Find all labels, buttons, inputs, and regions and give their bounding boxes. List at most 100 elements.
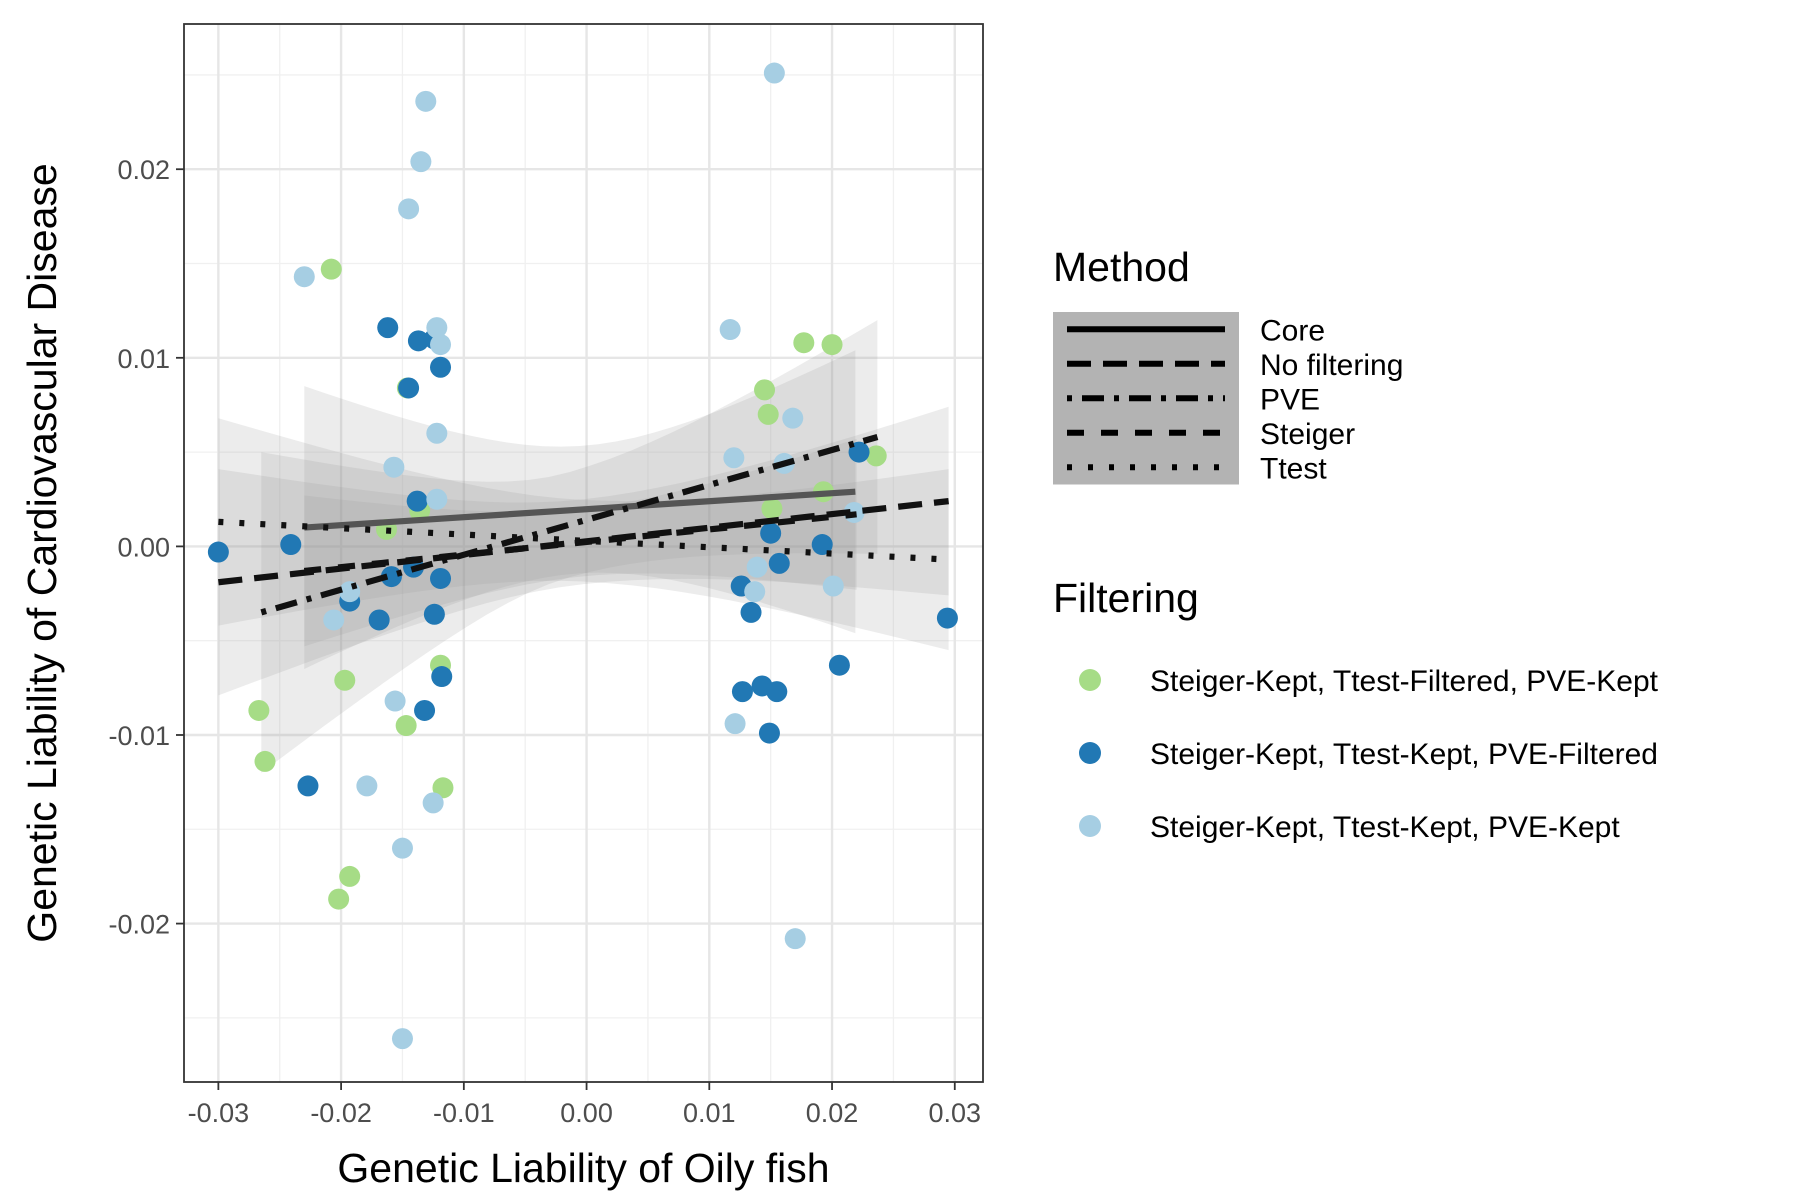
method-legend-label: Steiger: [1260, 418, 1355, 451]
data-point-series-3: [723, 447, 745, 469]
regression-line-pve: [260, 434, 879, 616]
data-point-series-2: [407, 330, 429, 352]
data-point-series-2: [430, 567, 452, 589]
data-point-series-3: [746, 556, 768, 578]
axes: -0.03 -0.02 -0.01 0.00 0.01 0.02 0.03 -0.02 -0.0…: [108, 155, 981, 1128]
data-point-series-1: [865, 445, 887, 467]
filtering-legend-label: Steiger-Kept, Ttest-Filtered, PVE-Kept: [1150, 665, 1659, 698]
data-point-series-3: [391, 1028, 413, 1050]
ci-ribbon-ttest: [218, 418, 949, 651]
data-point-series-2: [760, 522, 782, 544]
data-point-series-1: [821, 334, 843, 356]
x-tick-label: -0.01: [433, 1098, 495, 1128]
x-axis-title: Genetic Liability of Oily fish: [337, 1145, 829, 1191]
filtering-key-dot: [1079, 742, 1101, 764]
data-point-series-3: [383, 456, 405, 478]
data-point-series-3: [724, 713, 746, 735]
y-tick-label: -0.01: [108, 721, 170, 751]
y-tick-label: 0.02: [117, 155, 170, 185]
data-point-series-1: [754, 379, 776, 401]
data-point-series-3: [744, 581, 766, 603]
data-point-series-3: [426, 422, 448, 444]
x-tick-label: 0.02: [806, 1098, 859, 1128]
data-point-series-3: [410, 151, 432, 173]
data-point-series-1: [761, 498, 783, 520]
data-point-series-3: [426, 317, 448, 339]
filtering-legend-label: Steiger-Kept, Ttest-Kept, PVE-Kept: [1150, 811, 1620, 844]
x-tick-label: 0.01: [683, 1098, 736, 1128]
data-point-series-3: [430, 334, 452, 356]
data-point-series-2: [207, 541, 229, 563]
x-tick-label: -0.03: [188, 1098, 250, 1128]
ci-ribbon-pve: [261, 320, 878, 773]
data-point-series-3: [293, 266, 315, 288]
data-point-series-1: [334, 669, 356, 691]
data-point-series-3: [323, 609, 345, 631]
method-legend-label: No filtering: [1260, 349, 1403, 382]
data-point-series-2: [430, 356, 452, 378]
data-point-series-2: [740, 601, 762, 623]
data-point-series-2: [758, 722, 780, 744]
data-point-series-2: [431, 666, 453, 688]
data-point-series-2: [368, 609, 390, 631]
data-point-series-3: [391, 837, 413, 859]
data-point-series-3: [415, 90, 437, 112]
method-legend-label: PVE: [1260, 383, 1320, 416]
data-point-series-2: [406, 490, 428, 512]
data-point-series-1: [395, 715, 417, 737]
filtering-legend-label: Steiger-Kept, Ttest-Kept, PVE-Filtered: [1150, 738, 1658, 771]
data-point-series-3: [763, 62, 785, 84]
data-point-series-3: [782, 407, 804, 429]
data-point-series-2: [423, 603, 445, 625]
filtering-key-dot: [1079, 669, 1101, 691]
data-point-series-3: [784, 928, 806, 950]
x-tick-label: 0.03: [928, 1098, 981, 1128]
data-point-series-3: [422, 792, 444, 814]
scatter-points: [207, 62, 958, 1050]
y-tick-label: -0.02: [108, 910, 170, 940]
data-point-series-1: [254, 750, 276, 772]
filtering-legend-title: Filtering: [1053, 575, 1199, 621]
data-point-series-2: [377, 317, 399, 339]
data-point-series-1: [793, 332, 815, 354]
data-point-series-2: [731, 681, 753, 703]
data-point-series-3: [384, 690, 406, 712]
method-legend-label: Core: [1260, 314, 1325, 347]
data-point-series-2: [280, 534, 302, 556]
y-tick-label: 0.00: [117, 532, 170, 562]
regression-line-ttest: [218, 518, 949, 563]
data-point-series-3: [356, 775, 378, 797]
method-legend-label: Ttest: [1260, 452, 1327, 485]
data-point-series-2: [297, 775, 319, 797]
filtering-key-dot: [1079, 815, 1101, 837]
data-point-series-1: [339, 865, 361, 887]
method-key-background: [1053, 450, 1239, 485]
x-tick-label: 0.00: [560, 1098, 613, 1128]
data-point-series-1: [248, 699, 270, 721]
data-point-series-2: [766, 681, 788, 703]
data-point-series-1: [328, 888, 350, 910]
data-point-series-1: [432, 777, 454, 799]
data-point-series-2: [936, 607, 958, 629]
x-tick-label: -0.02: [310, 1098, 372, 1128]
data-point-series-3: [719, 319, 741, 341]
data-point-series-2: [768, 552, 790, 574]
y-axis-title: Genetic Liability of Cardiovascular Dise…: [19, 163, 65, 942]
regression-line-steiger: [303, 511, 857, 575]
data-point-series-1: [320, 258, 342, 280]
method-legend-title: Method: [1053, 244, 1190, 290]
data-point-series-1: [757, 403, 779, 425]
y-tick-label: 0.01: [117, 344, 170, 374]
data-point-series-3: [426, 488, 448, 510]
filtering-legend-keys: Steiger-Kept, Ttest-Filtered, PVE-Kept St…: [1079, 665, 1659, 844]
filtering-legend: Filtering Steiger-Kept, Ttest-Filtered, …: [1053, 575, 1659, 844]
data-point-series-3: [398, 198, 420, 220]
data-point-series-2: [811, 534, 833, 556]
data-point-series-2: [398, 377, 420, 399]
regression-line-core: [304, 488, 856, 531]
data-point-series-2: [828, 654, 850, 676]
plot-panel: [183, 23, 984, 1083]
